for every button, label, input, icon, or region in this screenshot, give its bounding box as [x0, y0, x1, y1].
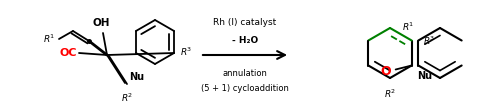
- Text: R$^2$: R$^2$: [384, 88, 396, 100]
- Text: R$^3$: R$^3$: [424, 34, 435, 47]
- Text: annulation: annulation: [222, 69, 268, 78]
- Text: R$^1$: R$^1$: [43, 33, 55, 45]
- Text: OC: OC: [60, 48, 77, 58]
- Text: R$^1$: R$^1$: [402, 20, 413, 32]
- Text: - H₂O: - H₂O: [232, 36, 258, 45]
- Text: OH: OH: [92, 18, 110, 28]
- Text: Nu: Nu: [128, 72, 144, 82]
- Text: R$^3$: R$^3$: [180, 46, 192, 58]
- Text: Rh (I) catalyst: Rh (I) catalyst: [214, 17, 276, 27]
- Text: Nu: Nu: [417, 71, 432, 81]
- Text: O: O: [380, 65, 390, 78]
- Text: (5 + 1) cycloaddition: (5 + 1) cycloaddition: [201, 83, 289, 93]
- Text: R$^2$: R$^2$: [121, 92, 133, 104]
